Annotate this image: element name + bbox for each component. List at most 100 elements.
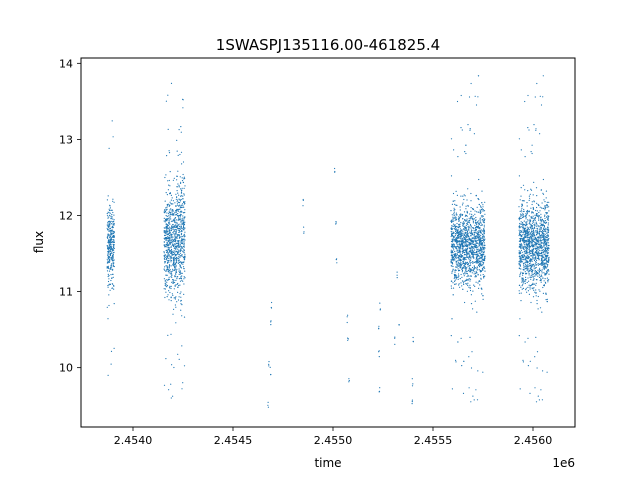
data-point bbox=[111, 241, 113, 243]
data-point bbox=[108, 222, 110, 224]
data-point bbox=[475, 261, 477, 263]
data-point bbox=[526, 291, 528, 293]
data-point bbox=[472, 262, 474, 264]
data-point bbox=[477, 211, 479, 213]
data-point bbox=[527, 219, 529, 221]
data-point bbox=[467, 244, 469, 246]
data-point bbox=[537, 240, 539, 242]
data-point bbox=[465, 283, 467, 285]
data-point bbox=[462, 245, 464, 247]
data-point bbox=[484, 257, 486, 259]
data-point bbox=[469, 287, 471, 289]
data-point bbox=[460, 195, 462, 197]
data-point bbox=[169, 242, 171, 244]
data-point bbox=[548, 247, 550, 249]
data-point bbox=[180, 255, 182, 257]
data-point bbox=[482, 209, 484, 211]
data-point bbox=[535, 238, 537, 240]
data-point bbox=[547, 219, 550, 221]
data-point bbox=[178, 268, 180, 270]
data-point bbox=[540, 217, 542, 219]
data-point bbox=[533, 244, 535, 246]
data-point bbox=[112, 273, 114, 275]
data-point bbox=[529, 245, 531, 247]
data-point bbox=[164, 281, 166, 283]
data-point bbox=[536, 367, 538, 369]
data-point bbox=[481, 219, 483, 221]
data-point bbox=[533, 217, 535, 219]
data-point bbox=[454, 239, 456, 241]
data-point bbox=[167, 233, 169, 235]
data-point bbox=[476, 259, 478, 262]
data-point bbox=[108, 304, 110, 307]
data-point bbox=[112, 230, 115, 232]
data-point bbox=[469, 262, 471, 264]
data-point bbox=[526, 256, 528, 258]
data-point bbox=[454, 219, 456, 221]
data-point bbox=[466, 290, 468, 292]
data-point bbox=[456, 276, 458, 278]
data-point bbox=[178, 194, 180, 196]
data-point bbox=[182, 215, 184, 217]
data-point bbox=[541, 269, 543, 271]
data-point bbox=[457, 235, 459, 237]
data-point bbox=[457, 273, 460, 275]
data-point bbox=[412, 341, 414, 343]
data-point bbox=[546, 298, 548, 300]
data-point bbox=[460, 245, 462, 247]
data-point bbox=[537, 269, 539, 271]
data-point bbox=[455, 190, 457, 192]
data-point bbox=[468, 275, 470, 277]
data-point bbox=[108, 225, 110, 227]
data-point bbox=[179, 227, 181, 229]
data-point bbox=[547, 226, 549, 228]
data-point bbox=[540, 104, 543, 106]
data-point bbox=[459, 258, 461, 260]
data-point bbox=[172, 245, 175, 248]
data-point bbox=[180, 182, 182, 184]
data-point bbox=[541, 259, 543, 261]
data-point bbox=[470, 247, 472, 249]
data-point bbox=[526, 242, 528, 244]
data-point bbox=[170, 273, 172, 275]
data-point bbox=[526, 246, 528, 248]
data-point bbox=[462, 234, 464, 236]
data-point bbox=[541, 399, 544, 401]
data-point bbox=[526, 202, 528, 204]
data-point bbox=[450, 285, 452, 287]
data-point bbox=[181, 388, 183, 390]
data-point bbox=[546, 239, 548, 241]
data-point bbox=[519, 231, 522, 233]
data-point bbox=[171, 203, 173, 205]
data-point bbox=[468, 253, 470, 255]
data-point bbox=[171, 214, 173, 216]
data-point bbox=[470, 238, 472, 241]
data-point bbox=[458, 269, 460, 272]
data-point bbox=[474, 231, 476, 233]
data-point bbox=[450, 138, 453, 140]
data-point bbox=[164, 269, 166, 271]
data-point bbox=[379, 308, 381, 310]
data-point bbox=[451, 272, 453, 274]
data-point bbox=[181, 204, 183, 206]
data-point bbox=[478, 224, 480, 226]
data-point bbox=[473, 240, 475, 242]
data-point bbox=[541, 202, 543, 204]
data-point bbox=[107, 217, 109, 219]
data-point bbox=[524, 263, 527, 265]
data-point bbox=[172, 282, 174, 284]
data-point bbox=[472, 237, 474, 239]
data-point bbox=[468, 217, 470, 219]
data-point bbox=[182, 173, 184, 176]
data-point bbox=[396, 277, 398, 279]
data-point bbox=[482, 264, 484, 266]
data-point bbox=[462, 238, 464, 240]
data-point bbox=[176, 245, 179, 247]
data-point bbox=[544, 254, 546, 256]
data-point bbox=[110, 248, 112, 250]
data-point bbox=[113, 244, 115, 246]
data-point bbox=[174, 284, 176, 286]
data-point bbox=[168, 179, 170, 182]
data-point bbox=[526, 210, 528, 212]
data-point bbox=[170, 211, 172, 213]
